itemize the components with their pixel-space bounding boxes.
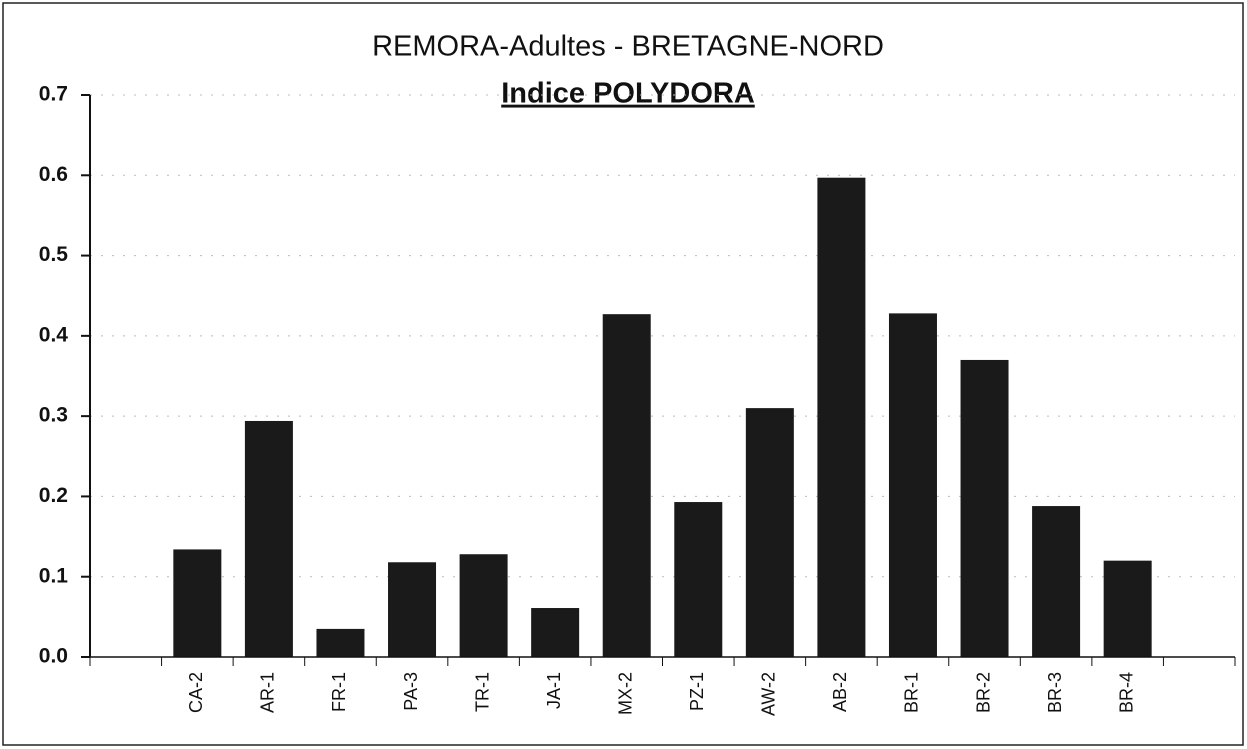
bar [888, 313, 937, 657]
bar [388, 562, 437, 657]
x-tick-label: MX-2 [615, 672, 635, 715]
y-tick-label: 0.5 [39, 243, 69, 266]
x-tick-label: PZ-1 [687, 672, 707, 711]
bar [674, 502, 723, 657]
bar [960, 359, 1009, 657]
x-tick-label: AR-1 [258, 672, 278, 713]
bar [745, 408, 794, 657]
x-tick-label: AW-2 [759, 672, 779, 716]
y-tick-label: 0.6 [39, 163, 68, 186]
y-tick-label: 0.1 [39, 564, 69, 587]
bar [244, 420, 293, 657]
bar [459, 554, 508, 657]
x-tick-label: TR-1 [472, 672, 492, 712]
x-tick-label: BR-2 [973, 672, 993, 713]
bar [817, 177, 866, 658]
y-tick-label: 0.2 [39, 484, 68, 507]
chart-title: REMORA-Adultes - BRETAGNE-NORD [372, 31, 884, 63]
bar [602, 314, 651, 657]
x-tick-label: BR-1 [902, 672, 922, 713]
bar [531, 608, 580, 657]
bar [173, 549, 222, 657]
x-tick-label: AB-2 [830, 672, 850, 712]
y-tick-label: 0.3 [39, 404, 68, 427]
x-tick-label: PA-3 [401, 672, 421, 711]
bar [316, 628, 365, 657]
bar [1032, 506, 1081, 657]
bar [1103, 560, 1152, 657]
x-tick-label: BR-3 [1045, 672, 1065, 713]
chart-subtitle: Indice POLYDORA [501, 78, 755, 110]
y-tick-label: 0.7 [39, 83, 68, 106]
y-tick-label: 0.0 [39, 645, 68, 668]
x-tick-label: JA-1 [544, 672, 564, 709]
x-tick-label: FR-1 [329, 672, 349, 712]
y-tick-label: 0.4 [39, 323, 69, 346]
x-tick-label: BR-4 [1116, 672, 1136, 713]
x-tick-label: CA-2 [186, 672, 206, 713]
